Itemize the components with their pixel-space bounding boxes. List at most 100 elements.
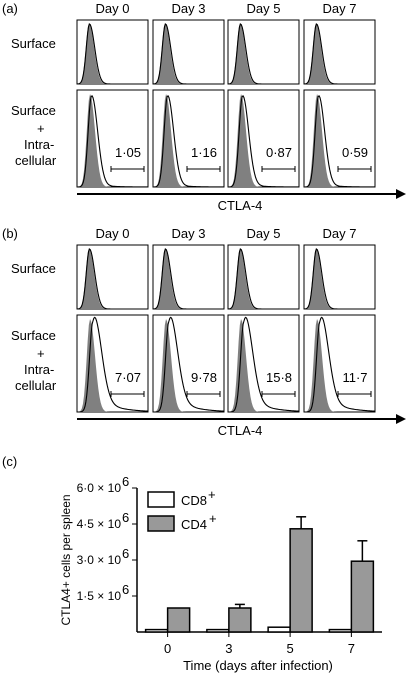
day-label: Day 7 [323,1,357,16]
histogram-intracellular: 1·16 [152,89,225,188]
x-tick-label: 5 [287,641,294,656]
histogram-intracellular: 11·7 [303,314,376,413]
x-axis-label: Time (days after infection) [183,658,333,673]
gate-percentage: 0·59 [342,145,368,160]
y-tick-exponent: 6 [122,546,129,561]
histogram-surface [76,19,149,85]
stain-histogram [76,95,148,188]
isotype-histogram [77,94,148,187]
isotype-histogram [304,94,375,187]
stain-histogram [153,316,225,413]
y-tick-label: 6·0 × 10 [77,481,122,495]
panel-b: (b) Day 0 Day 3 Day 5 Day 7 Surface Surface +In… [2,226,406,438]
x-tick-label: 0 [164,641,171,656]
histogram-intracellular: 9·78 [152,314,225,413]
gate-percentage: 11·7 [342,370,367,385]
row-label-intracellular: Intra- [24,362,54,377]
row-label-intracellular: + [37,346,45,361]
legend-label: CD4 [181,517,207,532]
stain-histogram [76,248,148,310]
day-label: Day 5 [247,1,281,16]
stain-histogram [152,23,224,85]
bar-cd8 [267,626,291,633]
panel-label: (a) [2,1,18,16]
isotype-histogram [153,248,224,309]
ctla4-axis-label: CTLA-4 [218,198,263,213]
histogram-surface [152,19,225,85]
histogram-intracellular: 7·07 [76,314,149,413]
isotype-histogram [77,23,148,84]
isotype-histogram [228,319,299,412]
row-label-intracellular: + [37,121,45,136]
legend-swatch-cd4 [147,515,175,532]
ctla4-axis-label: CTLA-4 [218,423,263,438]
isotype-histogram [77,248,148,309]
panel-label: (b) [2,226,18,241]
histogram-surface [76,244,149,310]
day-label: Day 0 [96,226,130,241]
arrow-head [396,414,406,424]
histogram-intracellular: 1·05 [76,89,149,188]
legend-swatch-cd8 [147,491,175,508]
stain-histogram [303,23,375,85]
gate-percentage: 1·16 [191,145,217,160]
bar-cd4 [350,560,375,633]
bar-cd8 [206,628,230,633]
stain-histogram [76,23,148,85]
row-label-surface: Surface [11,261,56,276]
y-tick-exponent: 6 [122,474,129,489]
isotype-histogram [304,248,375,309]
isotype-histogram [77,319,148,412]
y-tick-label: 3·0 × 10 [77,553,122,567]
y-tick-label: 1·5 × 10 [77,589,122,603]
y-tick-exponent: 6 [122,510,129,525]
row-label-surface: Surface [11,36,56,51]
bar-cd8 [328,628,353,633]
stain-histogram [152,248,224,310]
isotype-histogram [304,319,375,412]
isotype-histogram [153,23,224,84]
day-label: Day 3 [172,1,206,16]
stain-histogram [303,95,375,188]
y-axis-label: CTLA4+ cells per spleen [59,494,73,625]
legend-label: CD8 [181,493,207,508]
isotype-histogram [228,23,299,84]
gate-percentage: 1·05 [115,145,141,160]
histogram-intracellular: 15·8 [227,314,300,413]
y-tick-exponent: 6 [122,582,129,597]
gate-percentage: 15·8 [266,370,292,385]
legend-superscript: + [208,487,216,502]
panel-a: (a) Day 0 Day 3 Day 5 Day 7 Surface Surface +In… [2,1,406,213]
histogram-surface [152,244,225,310]
gate-percentage: 7·07 [115,370,141,385]
histogram-surface [303,244,376,310]
gate-percentage: 9·78 [191,370,217,385]
histogram-surface [227,244,300,310]
row-label-intracellular: cellular [15,153,57,168]
stain-histogram [304,316,376,413]
isotype-histogram [304,23,375,84]
bar-cd8 [144,628,169,633]
isotype-histogram [228,94,299,187]
stain-histogram [77,316,149,413]
panel-c: (c)1·5 × 10 63·0 × 10 64·5 × 10 66·0 × 10 6C… [2,454,382,673]
bar-cd4 [166,607,191,633]
bar-cd4 [289,528,313,633]
stain-histogram [227,248,299,310]
bar-cd4 [228,607,252,633]
histogram-intracellular: 0·59 [303,89,376,188]
stain-histogram [227,95,299,188]
histogram-intracellular: 0·87 [227,89,300,188]
isotype-histogram [153,94,224,187]
x-tick-label: 3 [225,641,232,656]
row-label-intracellular: Surface [11,103,56,118]
stain-histogram [152,95,224,188]
legend-superscript: + [209,511,217,526]
gate-percentage: 0·87 [266,145,292,160]
x-tick-label: 7 [348,641,355,656]
row-label-intracellular: Intra- [24,137,54,152]
day-label: Day 7 [323,226,357,241]
panel-label: (c) [2,454,17,469]
histogram-surface [303,19,376,85]
